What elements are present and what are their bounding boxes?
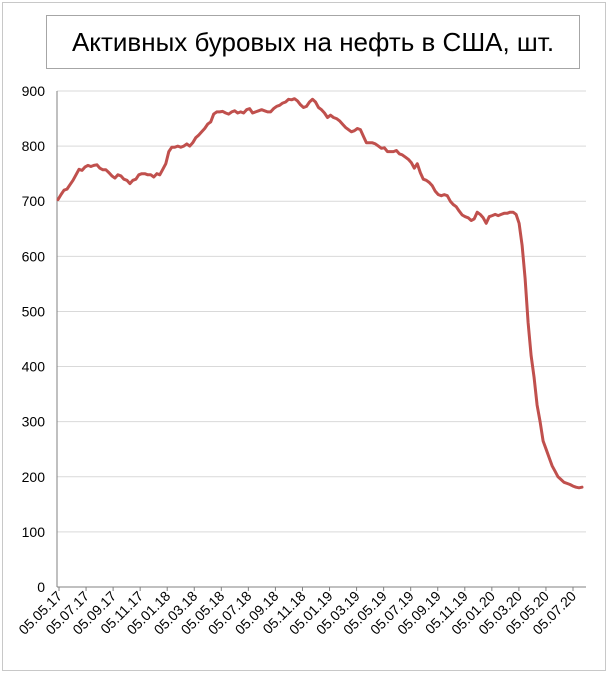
y-tick-label: 900 — [22, 83, 46, 99]
y-tick-label: 200 — [22, 469, 46, 485]
y-tick-label: 600 — [22, 248, 46, 264]
y-tick-label: 300 — [22, 414, 46, 430]
series-line — [56, 97, 584, 490]
y-tick-label: 700 — [22, 193, 46, 209]
y-tick-label: 500 — [22, 303, 46, 319]
chart-title: Активных буровых на нефть в США, шт. — [71, 26, 555, 57]
y-tick-label: 100 — [22, 524, 46, 540]
chart-title-box: Активных буровых на нефть в США, шт. — [46, 15, 580, 69]
y-tick-label: 800 — [22, 138, 46, 154]
y-tick-label: 400 — [22, 359, 46, 375]
y-tick-label: 0 — [37, 579, 45, 595]
